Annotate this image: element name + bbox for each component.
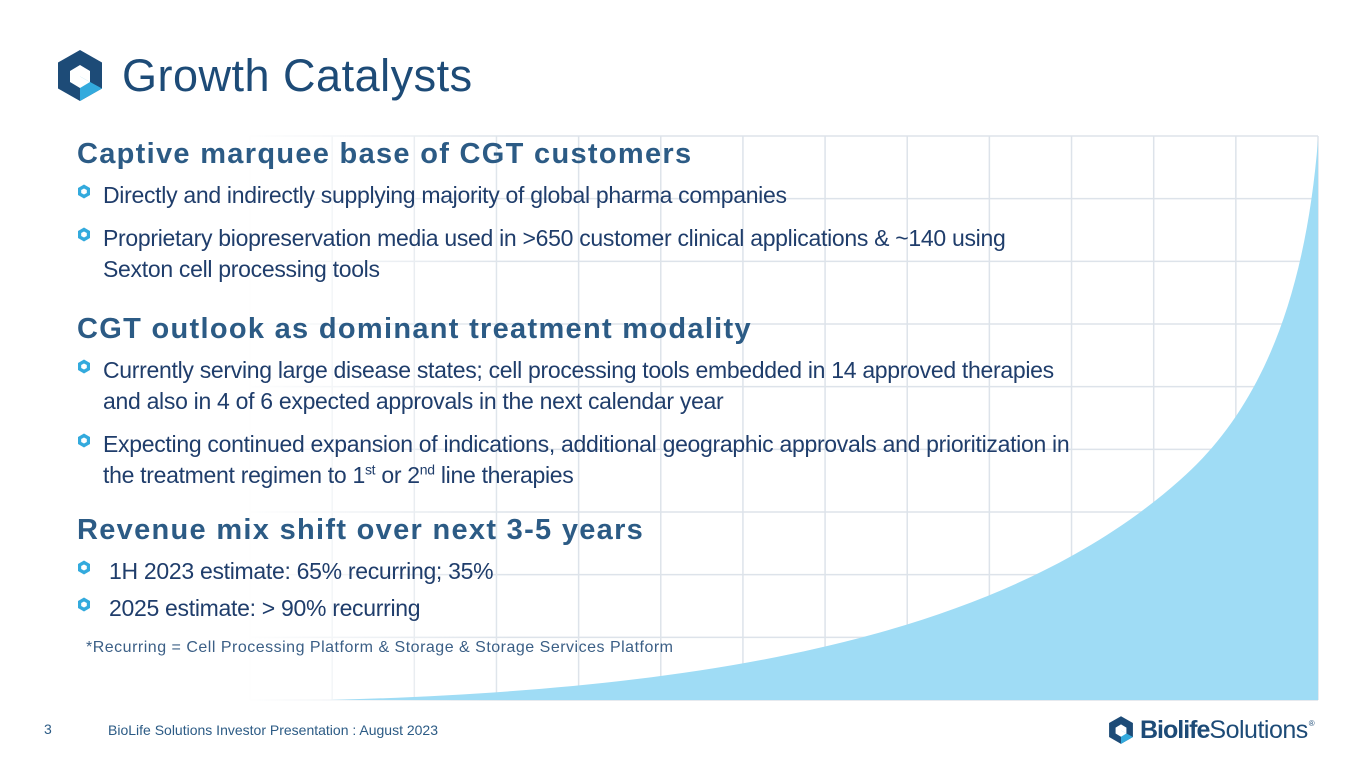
brand-name-light: Solutions	[1209, 715, 1308, 744]
ordinal-suffix: nd	[419, 461, 435, 478]
biolife-hexagon-logo-icon	[1109, 716, 1133, 744]
hexagon-bullet-icon	[78, 560, 90, 575]
bullet-line-part: the treatment regimen to 1	[103, 462, 365, 488]
registered-mark: ®	[1308, 719, 1315, 728]
section-cgt-customers: Captive marquee base of CGT customers Di…	[77, 137, 1197, 297]
hexagon-bullet-icon	[78, 227, 90, 242]
list-item: 1H 2023 estimate: 65% recurring; 35%	[77, 556, 1197, 587]
section-cgt-outlook: CGT outlook as dominant treatment modali…	[77, 312, 1197, 503]
bullet-line: Expecting continued expansion of indicat…	[103, 431, 1070, 457]
list-item: Proprietary biopreservation media used i…	[77, 223, 1197, 285]
section-revenue-mix: Revenue mix shift over next 3-5 years 1H…	[77, 513, 1197, 636]
list-item: Directly and indirectly supplying majori…	[77, 180, 1197, 211]
biolife-hexagon-logo-icon	[58, 50, 102, 101]
bullet-line: Currently serving large disease states; …	[103, 357, 1054, 383]
bullet-line-part: or 2	[375, 462, 420, 488]
brand-logo: Biolife Solutions ®	[1108, 713, 1315, 747]
brand-name-bold: Biolife	[1140, 715, 1210, 744]
ordinal-suffix: st	[364, 461, 376, 478]
bullet-text: Expecting continued expansion of indicat…	[103, 429, 1197, 491]
section-heading: Captive marquee base of CGT customers	[77, 138, 693, 170]
list-item: Expecting continued expansion of indicat…	[77, 429, 1197, 491]
page-number: 3	[44, 721, 52, 737]
bullet-text: 2025 estimate: > 90% recurring	[109, 595, 421, 621]
list-item: Currently serving large disease states; …	[77, 355, 1197, 417]
bullet-line: and also in 4 of 6 expected approvals in…	[103, 388, 724, 414]
section-heading: CGT outlook as dominant treatment modali…	[77, 313, 752, 345]
hexagon-bullet-icon	[78, 359, 90, 374]
section-heading: Revenue mix shift over next 3-5 years	[77, 514, 645, 546]
hexagon-bullet-icon	[78, 184, 90, 199]
bullet-text: Currently serving large disease states; …	[103, 355, 1197, 417]
hexagon-bullet-icon	[78, 433, 90, 448]
footnote: *Recurring = Cell Processing Platform & …	[86, 639, 674, 656]
list-item: 2025 estimate: > 90% recurring	[77, 593, 1197, 624]
bullet-line: Proprietary biopreservation media used i…	[103, 225, 1006, 251]
exponential-curve	[330, 140, 1318, 700]
bullet-line-part: line therapies	[434, 462, 574, 488]
page-title: Growth Catalysts	[122, 50, 473, 101]
bullet-text: Proprietary biopreservation media used i…	[103, 223, 1197, 285]
bullet-text: 1H 2023 estimate: 65% recurring; 35%	[109, 558, 494, 584]
bullet-text: Directly and indirectly supplying majori…	[103, 182, 787, 208]
hexagon-bullet-icon	[78, 597, 90, 612]
footer-text: BioLife Solutions Investor Presentation …	[108, 722, 438, 738]
bullet-line: Sexton cell processing tools	[103, 256, 380, 282]
